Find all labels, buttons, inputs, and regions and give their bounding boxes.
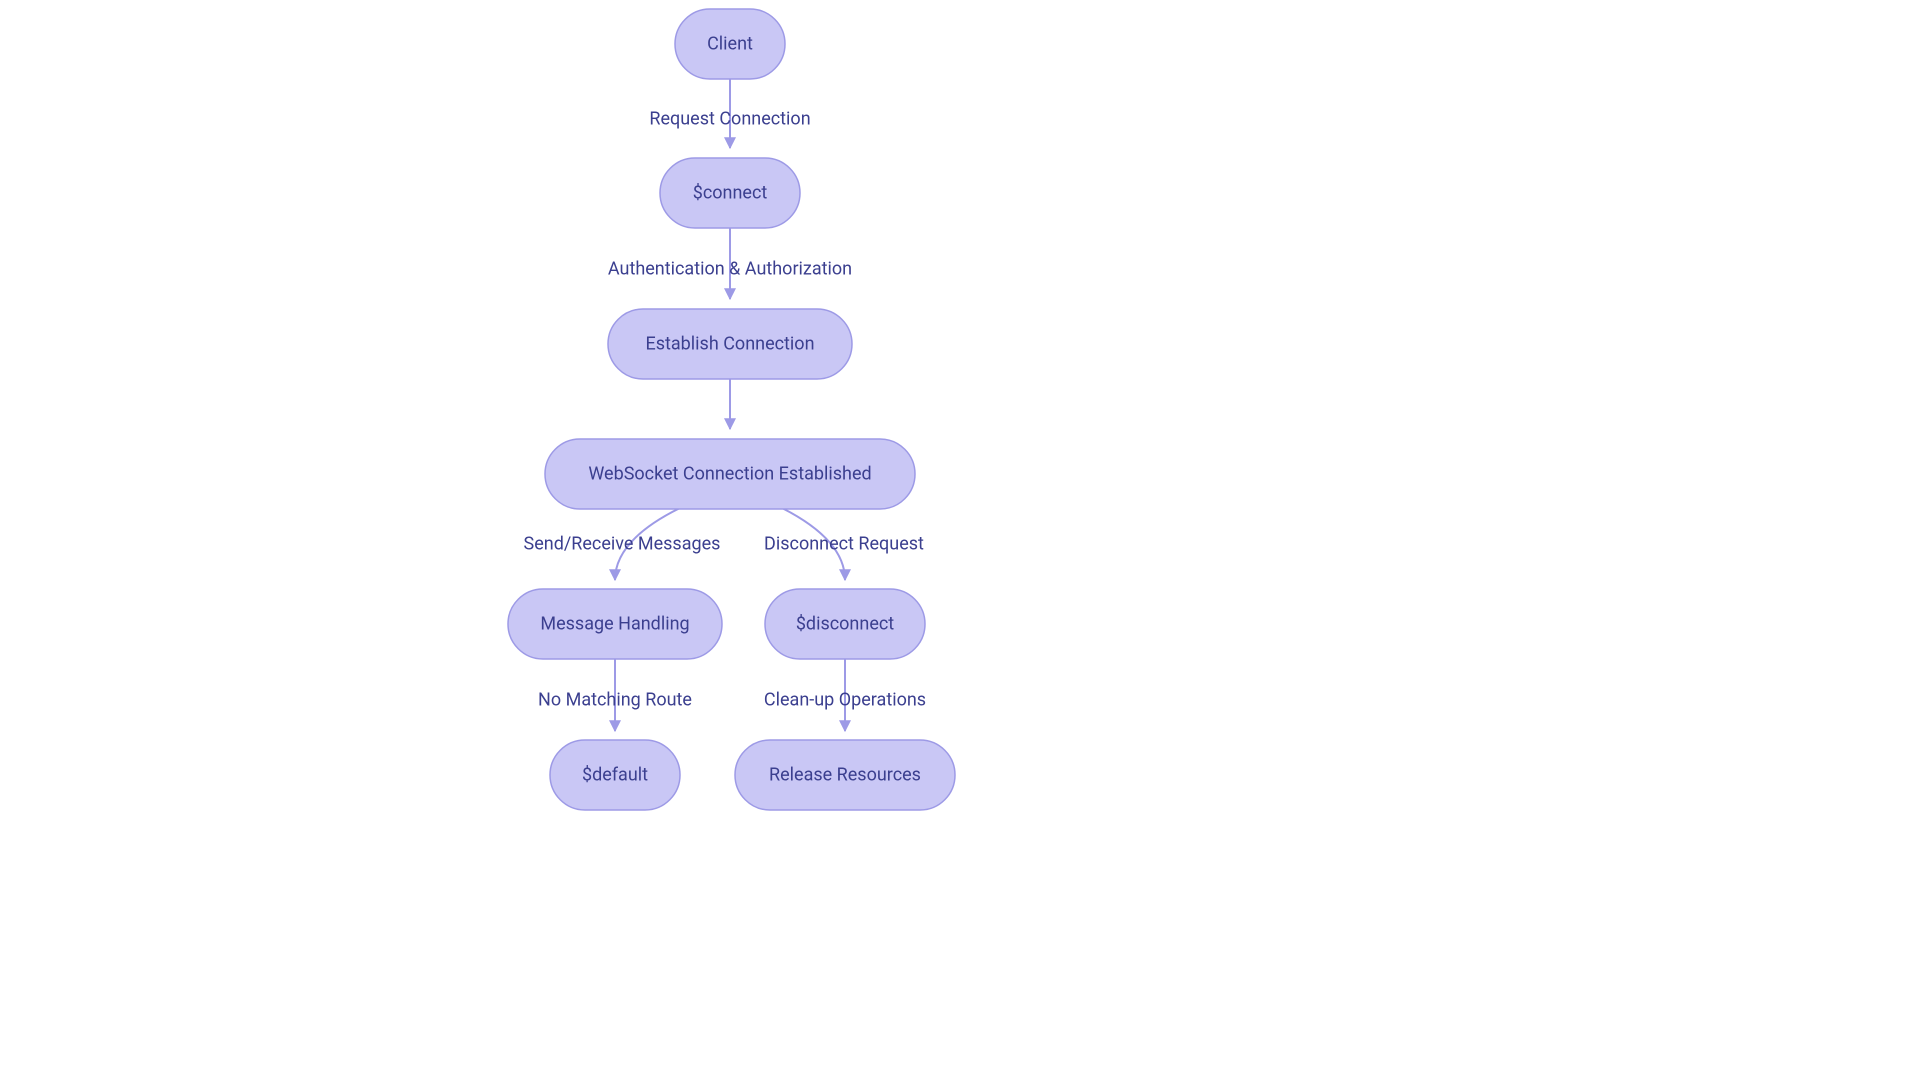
node-client: Client xyxy=(675,9,785,79)
edge-connect-establish: Authentication & Authorization xyxy=(608,228,852,299)
websocket-flowchart: Request Connection Authentication & Autho… xyxy=(0,0,1920,1080)
node-label: $default xyxy=(582,765,648,786)
edge-label: No Matching Route xyxy=(538,690,692,711)
edge-label: Send/Receive Messages xyxy=(524,534,721,555)
edge-label: Request Connection xyxy=(649,109,810,130)
node-release: Release Resources xyxy=(735,740,955,810)
edge-label: Authentication & Authorization xyxy=(608,259,852,280)
edge-label: Clean-up Operations xyxy=(764,690,926,711)
node-label: Release Resources xyxy=(769,765,921,786)
edge-msgHandling-default: No Matching Route xyxy=(538,659,692,731)
node-label: $connect xyxy=(693,183,768,204)
edge-label: Disconnect Request xyxy=(764,534,924,555)
node-msgHandling: Message Handling xyxy=(508,589,722,659)
node-default: $default xyxy=(550,740,680,810)
node-label: Establish Connection xyxy=(645,334,814,355)
node-label: WebSocket Connection Established xyxy=(588,464,871,485)
edge-client-connect: Request Connection xyxy=(649,79,810,148)
node-label: Client xyxy=(707,34,753,55)
node-connect: $connect xyxy=(660,158,800,228)
edge-ws-disconnect: Disconnect Request xyxy=(764,508,924,580)
edge-disconnect-release: Clean-up Operations xyxy=(764,659,926,731)
node-label: Message Handling xyxy=(540,614,689,635)
node-establish: Establish Connection xyxy=(608,309,852,379)
node-disconnect: $disconnect xyxy=(765,589,925,659)
edge-ws-msgHandling: Send/Receive Messages xyxy=(524,508,721,580)
node-label: $disconnect xyxy=(796,614,894,635)
node-ws: WebSocket Connection Established xyxy=(545,439,915,509)
